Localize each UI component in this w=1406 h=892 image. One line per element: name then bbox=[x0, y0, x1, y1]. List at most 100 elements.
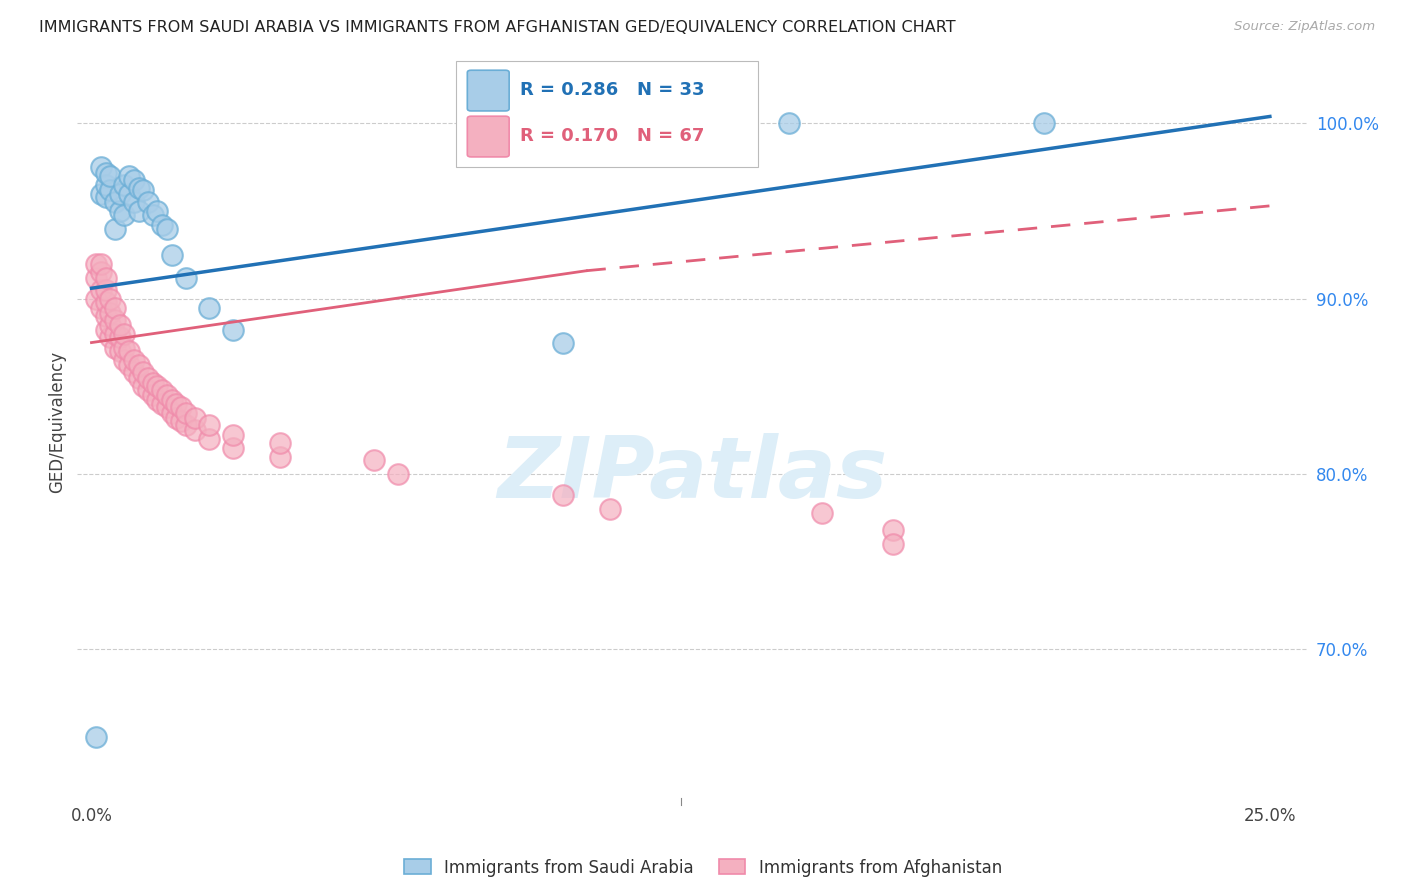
Point bbox=[778, 116, 800, 130]
Point bbox=[146, 379, 169, 393]
Point bbox=[170, 415, 193, 429]
Point bbox=[104, 341, 127, 355]
Y-axis label: GED/Equivalency: GED/Equivalency bbox=[48, 351, 66, 492]
Point bbox=[136, 195, 159, 210]
Point bbox=[170, 401, 193, 415]
Text: IMMIGRANTS FROM SAUDI ARABIA VS IMMIGRANTS FROM AFGHANISTAN GED/EQUIVALENCY CORR: IMMIGRANTS FROM SAUDI ARABIA VS IMMIGRAN… bbox=[39, 20, 956, 35]
Point bbox=[122, 172, 145, 186]
Point bbox=[363, 453, 385, 467]
Point bbox=[94, 283, 117, 297]
Point bbox=[128, 204, 150, 219]
Point bbox=[114, 341, 136, 355]
Point bbox=[104, 195, 127, 210]
Point bbox=[94, 165, 117, 179]
Point bbox=[198, 301, 221, 315]
Point bbox=[142, 376, 165, 390]
Point bbox=[122, 353, 145, 368]
FancyBboxPatch shape bbox=[467, 116, 509, 157]
Point bbox=[90, 265, 112, 279]
Point bbox=[90, 283, 112, 297]
FancyBboxPatch shape bbox=[457, 62, 758, 167]
Point bbox=[150, 383, 173, 397]
Point bbox=[122, 365, 145, 379]
Point bbox=[882, 537, 904, 551]
Point bbox=[882, 523, 904, 537]
Point bbox=[136, 383, 159, 397]
Point bbox=[184, 411, 207, 425]
Point bbox=[98, 330, 121, 344]
Point bbox=[222, 323, 245, 337]
Point bbox=[94, 323, 117, 337]
Point bbox=[114, 178, 136, 192]
Point bbox=[128, 181, 150, 195]
Point bbox=[90, 161, 112, 175]
Point bbox=[118, 169, 141, 183]
Point bbox=[136, 370, 159, 384]
Text: ZIPatlas: ZIPatlas bbox=[498, 433, 887, 516]
Point bbox=[122, 195, 145, 210]
Point bbox=[174, 417, 197, 432]
Point bbox=[98, 169, 121, 183]
Point bbox=[222, 441, 245, 455]
Point bbox=[160, 248, 183, 262]
Point bbox=[222, 428, 245, 442]
Point bbox=[132, 379, 155, 393]
Point bbox=[150, 397, 173, 411]
Point bbox=[84, 270, 107, 285]
Text: R = 0.286   N = 33: R = 0.286 N = 33 bbox=[520, 81, 704, 99]
Point bbox=[269, 435, 291, 450]
Point bbox=[160, 393, 183, 408]
Point bbox=[128, 359, 150, 373]
Point bbox=[98, 183, 121, 197]
Point bbox=[90, 301, 112, 315]
Point bbox=[387, 467, 409, 481]
Point bbox=[98, 292, 121, 306]
Point bbox=[84, 257, 107, 271]
Point bbox=[114, 353, 136, 368]
Text: Source: ZipAtlas.com: Source: ZipAtlas.com bbox=[1234, 20, 1375, 33]
Point bbox=[108, 186, 131, 201]
FancyBboxPatch shape bbox=[467, 70, 509, 111]
Point bbox=[551, 488, 574, 502]
Point bbox=[108, 204, 131, 219]
Point bbox=[198, 417, 221, 432]
Point bbox=[84, 292, 107, 306]
Point bbox=[142, 208, 165, 222]
Point bbox=[94, 295, 117, 310]
Point bbox=[165, 411, 187, 425]
Point bbox=[118, 359, 141, 373]
Point bbox=[128, 370, 150, 384]
Point bbox=[146, 393, 169, 408]
Point bbox=[118, 344, 141, 359]
Point bbox=[811, 506, 834, 520]
Point bbox=[114, 208, 136, 222]
Point bbox=[599, 502, 621, 516]
Point bbox=[142, 388, 165, 402]
Point bbox=[198, 432, 221, 446]
Point bbox=[551, 335, 574, 350]
Point bbox=[146, 204, 169, 219]
Point bbox=[114, 326, 136, 341]
Point bbox=[1032, 116, 1054, 130]
Point bbox=[269, 450, 291, 464]
Point bbox=[94, 178, 117, 192]
Point bbox=[184, 423, 207, 437]
Point bbox=[174, 406, 197, 420]
Point bbox=[118, 186, 141, 201]
Point bbox=[94, 190, 117, 204]
Point bbox=[165, 397, 187, 411]
Point bbox=[94, 310, 117, 324]
Point bbox=[94, 270, 117, 285]
Text: R = 0.170   N = 67: R = 0.170 N = 67 bbox=[520, 127, 704, 145]
Legend: Immigrants from Saudi Arabia, Immigrants from Afghanistan: Immigrants from Saudi Arabia, Immigrants… bbox=[404, 858, 1002, 877]
Point bbox=[104, 221, 127, 235]
Point bbox=[174, 270, 197, 285]
Point bbox=[150, 218, 173, 232]
Point bbox=[156, 221, 179, 235]
Point bbox=[108, 344, 131, 359]
Point bbox=[84, 730, 107, 744]
Point bbox=[104, 326, 127, 341]
Point bbox=[104, 313, 127, 327]
Point bbox=[156, 388, 179, 402]
Point bbox=[98, 318, 121, 332]
